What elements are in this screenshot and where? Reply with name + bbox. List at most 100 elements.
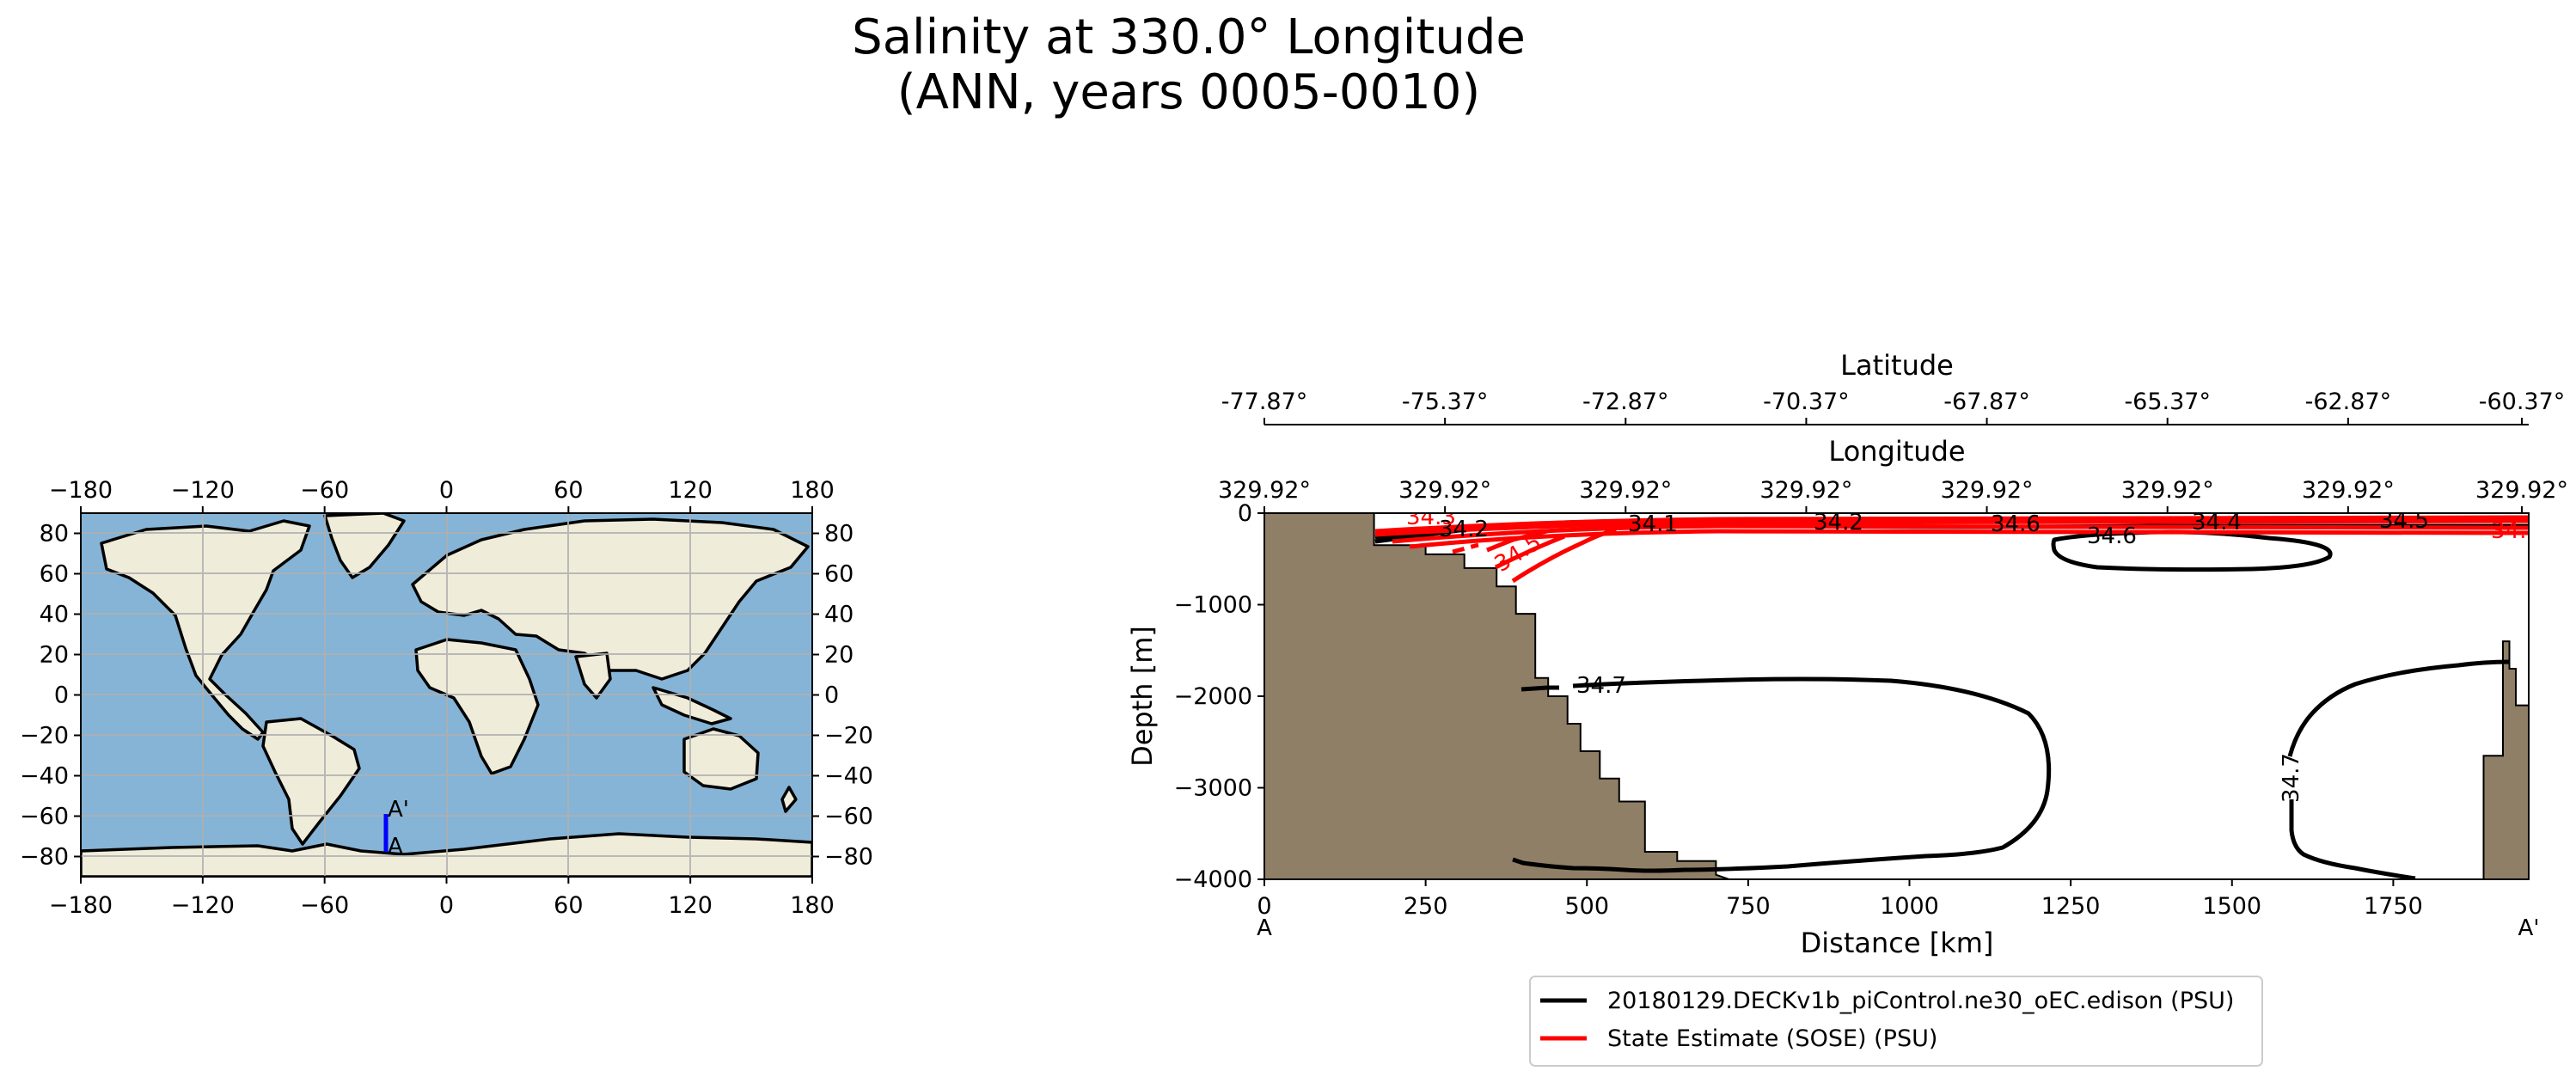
map-xtick-label-top: 180 <box>790 477 835 504</box>
section-xlabel-end: A' <box>2518 915 2540 941</box>
map-xticks-bottom: −180 −120 −60 0 60 120 180 <box>49 877 835 919</box>
legend-box <box>1529 976 2263 1067</box>
obs-label-3: 34.5 <box>2491 518 2541 544</box>
map-ytick-label-right: 40 <box>824 602 854 628</box>
obs-contour-deep-1 <box>1511 527 1617 584</box>
model-contour-34.7-right <box>2287 659 2511 879</box>
section-xtick-label: 1500 <box>2202 893 2261 920</box>
bathymetry-right <box>2482 640 2529 879</box>
section-label-start: A <box>388 834 403 860</box>
obs-contour-deep-4 <box>1494 534 1565 570</box>
obs-contour-labels: 34.3 34.5 34.5 <box>1406 505 2541 578</box>
model-label-7: 34.5 <box>2379 508 2429 534</box>
obs-label-1: 34.3 <box>1406 505 1456 530</box>
lat-ticks-label: -60.37° <box>2479 389 2566 415</box>
section-ytick-label: −4000 <box>1174 866 1252 893</box>
map-xtick-label-top: −120 <box>171 477 235 504</box>
figure-title-line2: (ANN, years 0005-0010) <box>897 64 1481 120</box>
legend: 20180129.DECKv1b_piControl.ne30_oEC.edis… <box>1529 976 2263 1067</box>
lat-ticks-label: -65.37° <box>2124 389 2211 415</box>
new-zealand <box>780 786 798 813</box>
map-ytick-label-left: 0 <box>54 682 69 709</box>
section-ytick-label: −1000 <box>1174 592 1252 619</box>
section-xtick-label: 500 <box>1564 893 1609 920</box>
map-yticks-right: 80 60 40 20 0 −20 −40 −60 −80 <box>812 521 873 871</box>
model-contour-labels: 34.2 34.1 34.2 34.6 34.6 34.4 34.5 34.7 … <box>1439 508 2429 803</box>
section-ylabel: Depth [m] <box>1126 626 1159 767</box>
section-xlabel: Distance [km] <box>1801 927 1994 959</box>
section-label-end: A' <box>388 797 409 823</box>
map-xtick-label-bottom: −180 <box>49 892 113 919</box>
latitude-axis-label: Latitude <box>1840 349 1954 382</box>
map-xtick-label-top: −180 <box>49 477 113 504</box>
map-xtick-label-top: −60 <box>300 477 349 504</box>
model-label-3: 34.2 <box>1814 510 1863 535</box>
lat-ticks-label: -70.37° <box>1763 389 1850 415</box>
map-gridlines <box>81 513 812 877</box>
lon-ticks-label: 329.92° <box>2302 477 2395 504</box>
section-xtick-label: 1250 <box>2041 893 2101 920</box>
lon-ticks-label: 329.92° <box>1759 477 1852 504</box>
section-ytick-label: 0 <box>1238 500 1252 527</box>
obs-contour-surface-2 <box>1374 518 2529 537</box>
map-ytick-label-left: 20 <box>40 642 69 669</box>
map-ytick-label-left: −80 <box>20 844 69 871</box>
model-contour-34.7-main <box>1512 676 2052 873</box>
lon-ticks-label: 329.92° <box>1218 477 1311 504</box>
map-ytick-label-left: −60 <box>20 804 69 830</box>
map-ytick-label-right: 0 <box>824 682 839 709</box>
map-xtick-label-top: 0 <box>439 477 454 504</box>
map-xtick-label-top: 120 <box>668 477 713 504</box>
map-xtick-label-bottom: 60 <box>554 892 583 919</box>
section-xlabel-start: A <box>1257 915 1272 941</box>
lon-ticks-label: 329.92° <box>2475 477 2568 504</box>
lon-ticks-label: 329.92° <box>1398 477 1491 504</box>
model-label-8: 34.7 <box>1576 673 1626 699</box>
map-continents <box>81 513 812 877</box>
map-ytick-label-left: 60 <box>40 561 69 588</box>
map-xtick-label-bottom: −120 <box>171 892 235 919</box>
lat-ticks-label: -67.87° <box>1943 389 2030 415</box>
longitude-ticks: 329.92° 329.92° 329.92° 329.92° 329.92° 329.9… <box>1218 477 2568 513</box>
map-ytick-label-right: 20 <box>824 642 854 669</box>
model-contour-34.7-left <box>1521 685 1559 692</box>
legend-label-obs: State Estimate (SOSE) (PSU) <box>1607 1025 1937 1052</box>
section-xtick-label: 750 <box>1726 893 1771 920</box>
obs-contour-deep-2 <box>1486 529 1548 553</box>
map-ytick-label-right: −60 <box>824 804 873 830</box>
map-xtick-label-bottom: −60 <box>300 892 349 919</box>
section-xtick-label: 0 <box>1257 893 1271 920</box>
se-asia <box>652 686 732 725</box>
obs-contour-surface-1 <box>1374 515 2529 534</box>
section-ytick-label: −2000 <box>1174 683 1252 710</box>
obs-contour-surface-3 <box>1392 523 2529 544</box>
latitude-ticks: -77.87° -75.37° -72.87° -70.37° -67.87° -65.3… <box>1221 389 2566 425</box>
model-label-2: 34.1 <box>1628 511 1678 537</box>
map-xtick-label-top: 60 <box>554 477 583 504</box>
section-ytick-label: −3000 <box>1174 775 1252 802</box>
map-ytick-label-right: 60 <box>824 561 854 588</box>
map-ytick-label-left: 40 <box>40 602 69 628</box>
obs-contour-deep-3 <box>1452 542 1479 554</box>
section-yticks: 0 −1000 −2000 −3000 −4000 <box>1174 500 1264 893</box>
figure-title-line1: Salinity at 330.0° Longitude <box>852 9 1526 65</box>
map-ytick-label-left: −20 <box>20 723 69 750</box>
lat-ticks-label: -62.87° <box>2305 389 2392 415</box>
lat-ticks-label: -75.37° <box>1402 389 1489 415</box>
section-panel: 34.2 34.1 34.2 34.6 34.6 34.4 34.5 34.7 … <box>1126 349 2568 1067</box>
model-label-5: 34.6 <box>2087 523 2137 549</box>
greenland <box>323 513 406 579</box>
model-label-9: 34.7 <box>2279 753 2304 803</box>
lon-ticks-label: 329.92° <box>1579 477 1672 504</box>
map-panel: A' A −180 −120 −60 0 60 120 180 −180 −120 −60 0 60… <box>20 477 873 919</box>
map-ytick-label-right: −80 <box>824 844 873 871</box>
model-label-1: 34.2 <box>1439 517 1489 542</box>
lon-ticks-label: 329.92° <box>1941 477 2034 504</box>
lon-ticks-label: 329.92° <box>2121 477 2214 504</box>
map-ytick-label-right: −40 <box>824 763 873 790</box>
section-xtick-label: 250 <box>1404 893 1448 920</box>
map-xtick-label-bottom: 0 <box>439 892 454 919</box>
map-xtick-label-bottom: 180 <box>790 892 835 919</box>
lat-ticks-label: -72.87° <box>1582 389 1669 415</box>
